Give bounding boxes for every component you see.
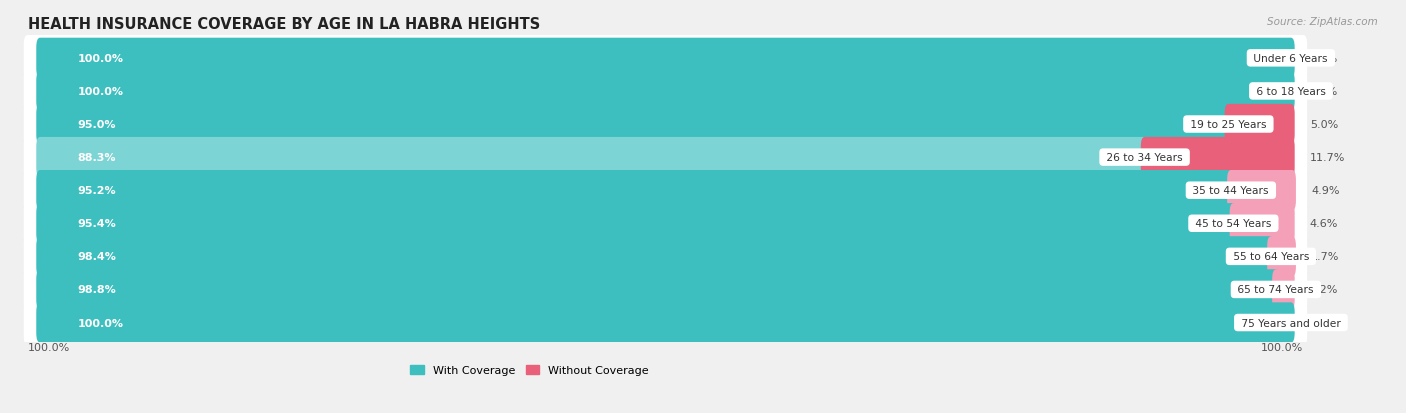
Text: 100.0%: 100.0% (77, 54, 124, 64)
Text: 1.2%: 1.2% (1310, 285, 1339, 295)
FancyBboxPatch shape (24, 300, 1308, 346)
FancyBboxPatch shape (24, 201, 1308, 247)
Text: 45 to 54 Years: 45 to 54 Years (1192, 219, 1275, 229)
Text: 6 to 18 Years: 6 to 18 Years (1253, 87, 1329, 97)
FancyBboxPatch shape (37, 204, 1237, 244)
FancyBboxPatch shape (1230, 204, 1295, 244)
Text: 100.0%: 100.0% (77, 318, 124, 328)
Text: 95.2%: 95.2% (77, 186, 117, 196)
Legend: With Coverage, Without Coverage: With Coverage, Without Coverage (406, 361, 654, 380)
Text: 5.0%: 5.0% (1310, 120, 1339, 130)
Text: 98.4%: 98.4% (77, 252, 117, 262)
Text: HEALTH INSURANCE COVERAGE BY AGE IN LA HABRA HEIGHTS: HEALTH INSURANCE COVERAGE BY AGE IN LA H… (28, 17, 540, 31)
Text: 100.0%: 100.0% (28, 342, 70, 353)
FancyBboxPatch shape (1140, 138, 1295, 178)
FancyBboxPatch shape (24, 69, 1308, 114)
FancyBboxPatch shape (1267, 237, 1296, 277)
FancyBboxPatch shape (24, 135, 1308, 180)
Text: Under 6 Years: Under 6 Years (1250, 54, 1331, 64)
FancyBboxPatch shape (1227, 171, 1296, 211)
FancyBboxPatch shape (37, 237, 1275, 277)
Text: 26 to 34 Years: 26 to 34 Years (1104, 153, 1187, 163)
Text: 95.0%: 95.0% (77, 120, 117, 130)
FancyBboxPatch shape (37, 270, 1279, 310)
Text: Source: ZipAtlas.com: Source: ZipAtlas.com (1267, 17, 1378, 26)
Text: 35 to 44 Years: 35 to 44 Years (1189, 186, 1272, 196)
FancyBboxPatch shape (37, 71, 1295, 112)
Text: 100.0%: 100.0% (1261, 342, 1303, 353)
FancyBboxPatch shape (24, 36, 1308, 81)
Text: 0.0%: 0.0% (1310, 54, 1339, 64)
Text: 75 Years and older: 75 Years and older (1237, 318, 1344, 328)
Text: 55 to 64 Years: 55 to 64 Years (1229, 252, 1312, 262)
FancyBboxPatch shape (24, 267, 1308, 313)
FancyBboxPatch shape (37, 171, 1234, 211)
Text: 65 to 74 Years: 65 to 74 Years (1234, 285, 1317, 295)
Text: 88.3%: 88.3% (77, 153, 117, 163)
FancyBboxPatch shape (1225, 104, 1295, 145)
Text: 1.7%: 1.7% (1310, 252, 1340, 262)
Text: 95.4%: 95.4% (77, 219, 117, 229)
Text: 4.9%: 4.9% (1310, 186, 1340, 196)
Text: 19 to 25 Years: 19 to 25 Years (1187, 120, 1270, 130)
FancyBboxPatch shape (24, 234, 1308, 280)
FancyBboxPatch shape (1272, 270, 1295, 310)
Text: 0.0%: 0.0% (1310, 318, 1339, 328)
FancyBboxPatch shape (37, 38, 1295, 79)
Text: 11.7%: 11.7% (1310, 153, 1346, 163)
Text: 100.0%: 100.0% (77, 87, 124, 97)
FancyBboxPatch shape (24, 168, 1308, 214)
FancyBboxPatch shape (37, 138, 1149, 178)
Text: 0.0%: 0.0% (1310, 87, 1339, 97)
FancyBboxPatch shape (24, 102, 1308, 147)
FancyBboxPatch shape (37, 303, 1295, 343)
FancyBboxPatch shape (37, 104, 1232, 145)
Text: 98.8%: 98.8% (77, 285, 117, 295)
Text: 4.6%: 4.6% (1310, 219, 1339, 229)
